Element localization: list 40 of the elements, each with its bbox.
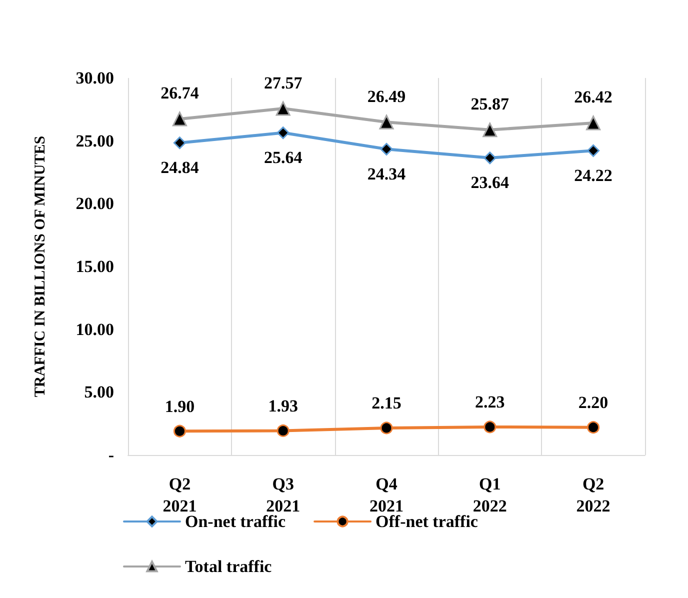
data-label: 24.84 <box>160 158 200 178</box>
point <box>587 421 600 434</box>
data-label: 1.93 <box>268 396 298 416</box>
data-label: 2.15 <box>372 394 402 413</box>
point <box>172 112 187 126</box>
point <box>380 142 393 156</box>
data-label: 27.57 <box>264 73 303 92</box>
y-tick-label: 20.00 <box>76 194 114 214</box>
point <box>484 152 496 164</box>
point <box>587 144 600 157</box>
y-tick-label: - <box>108 446 114 464</box>
point <box>276 424 290 437</box>
data-label: 2.23 <box>475 392 505 412</box>
data-label: 25.64 <box>264 148 303 168</box>
data-label: 23.64 <box>470 173 510 192</box>
data-label: 24.34 <box>367 164 406 184</box>
data-label: 26.74 <box>160 84 200 103</box>
point <box>173 424 186 438</box>
point <box>173 136 186 150</box>
x-tick-label: Q2 2022 <box>576 474 610 516</box>
point <box>482 122 498 138</box>
legend-label: Total traffic <box>185 557 272 576</box>
y-axis-title: TRAFFIC IN BILLIONS OF MINUTES <box>32 136 48 398</box>
data-label: 2.20 <box>578 393 608 412</box>
point <box>380 422 393 434</box>
y-tick-label: 15.00 <box>76 257 114 276</box>
point <box>276 126 290 140</box>
data-label: 1.90 <box>164 396 195 416</box>
y-tick-label: 30.00 <box>76 68 114 88</box>
data-label: 26.49 <box>367 86 406 106</box>
data-label: 25.87 <box>470 94 510 114</box>
point <box>586 116 601 130</box>
y-tick-label: 25.00 <box>76 131 114 150</box>
y-tick-label: 10.00 <box>76 320 114 339</box>
data-label: 24.22 <box>574 166 612 185</box>
point <box>276 101 290 116</box>
point <box>484 420 496 434</box>
data-label: 26.42 <box>574 88 612 107</box>
y-tick-label: 5.00 <box>84 382 114 402</box>
point <box>379 114 394 130</box>
